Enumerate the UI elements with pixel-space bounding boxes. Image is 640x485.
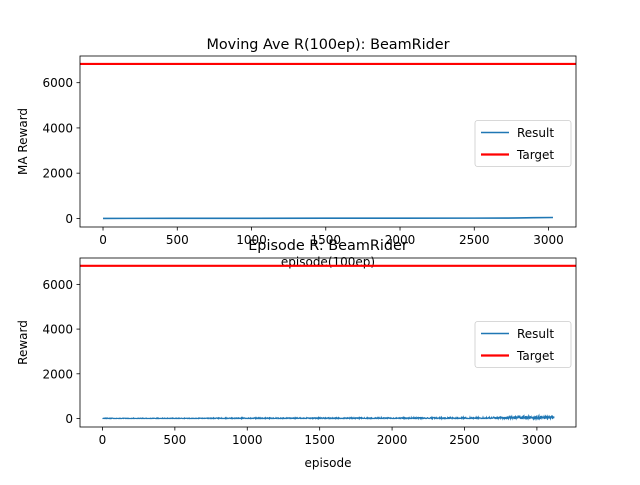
y-tick-label: 0 [65, 412, 73, 426]
y-axis-label: MA Reward [16, 108, 30, 175]
axes-frame [79, 55, 577, 228]
x-tick-label: 3000 [522, 433, 553, 447]
legend-label-target: Target [516, 349, 554, 363]
y-tick-label: 0 [65, 212, 73, 226]
y-tick-label: 6000 [42, 278, 73, 292]
x-tick-label: 2000 [377, 433, 408, 447]
legend-label-result: Result [517, 327, 554, 341]
series-result-line [103, 216, 553, 220]
x-tick-label: 1500 [310, 233, 341, 247]
x-tick-label: 2500 [459, 233, 490, 247]
x-tick-label: 1000 [232, 433, 263, 447]
y-axis-label: Reward [16, 320, 30, 365]
y-tick-label: 6000 [42, 76, 73, 90]
plot-area [80, 264, 576, 421]
axes-frame [79, 257, 577, 428]
y-tick-label: 2000 [42, 167, 73, 181]
subplot-1: 0 500 1000 1500 2000 2500 30000200040006000epi… [16, 55, 577, 269]
legend-label-target: Target [516, 148, 554, 162]
y-tick-label: 2000 [42, 367, 73, 381]
x-tick-label: 2000 [385, 233, 416, 247]
legend: Result Target [474, 120, 572, 167]
series-result-line [102, 413, 555, 421]
legend: Result Target [474, 321, 572, 368]
x-tick-label: 1500 [304, 433, 335, 447]
x-tick-label: 2500 [449, 433, 480, 447]
x-tick-label: 0 [99, 233, 107, 247]
chart-title: Moving Ave R(100ep): BeamRider [206, 37, 449, 53]
chart-title: Episode R: BeamRider [248, 238, 408, 254]
x-axis-label: episode [305, 456, 352, 470]
y-tick-label: 4000 [42, 323, 73, 337]
x-tick-label: 500 [163, 433, 186, 447]
x-tick-label: 1000 [236, 233, 267, 247]
plot-area [80, 62, 576, 220]
legend-label-result: Result [517, 126, 554, 140]
x-tick-label: 500 [166, 233, 189, 247]
subplot-2: 0 500 1000 1500 2000 2500 3000 0 2000 4000 6000 epi… [16, 257, 577, 470]
x-tick-label: 3000 [533, 233, 564, 247]
y-tick-label: 4000 [42, 121, 73, 135]
x-tick-label: 0 [99, 433, 107, 447]
